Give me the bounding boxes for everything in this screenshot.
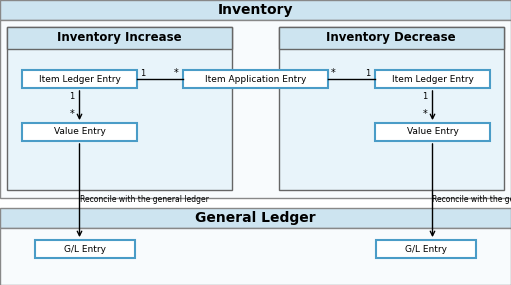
Bar [0, 0, 511, 20]
Bar [183, 70, 328, 88]
Bar [35, 240, 135, 258]
Text: *: * [423, 109, 428, 119]
Text: *: * [331, 68, 336, 78]
Text: G/L Entry: G/L Entry [64, 245, 106, 253]
Text: 1: 1 [422, 92, 428, 101]
Text: *: * [173, 68, 178, 78]
Bar [0, 228, 511, 285]
Text: 1: 1 [140, 68, 145, 78]
Bar [7, 27, 232, 190]
Text: 1: 1 [365, 68, 370, 78]
Text: General Ledger: General Ledger [195, 211, 316, 225]
Text: Inventory Increase: Inventory Increase [57, 32, 181, 44]
Bar [0, 20, 511, 198]
Bar [7, 27, 232, 49]
Bar [375, 123, 490, 141]
Bar [0, 208, 511, 228]
Text: Item Application Entry: Item Application Entry [205, 74, 306, 84]
Text: Inventory: Inventory [218, 3, 293, 17]
Text: Item Ledger Entry: Item Ledger Entry [38, 74, 121, 84]
Text: Value Entry: Value Entry [407, 127, 458, 137]
Bar [22, 123, 137, 141]
Bar [376, 240, 476, 258]
Text: Value Entry: Value Entry [54, 127, 105, 137]
Text: Reconcile with the general ledger: Reconcile with the general ledger [80, 196, 208, 205]
Bar [375, 70, 490, 88]
Text: Item Ledger Entry: Item Ledger Entry [391, 74, 473, 84]
Text: Reconcile with the general ledger: Reconcile with the general ledger [432, 196, 511, 205]
Text: G/L Entry: G/L Entry [405, 245, 447, 253]
Bar [22, 70, 137, 88]
Text: 1: 1 [69, 92, 75, 101]
Text: Inventory Decrease: Inventory Decrease [326, 32, 456, 44]
Bar [279, 27, 504, 190]
Text: *: * [69, 109, 75, 119]
Bar [279, 27, 504, 49]
